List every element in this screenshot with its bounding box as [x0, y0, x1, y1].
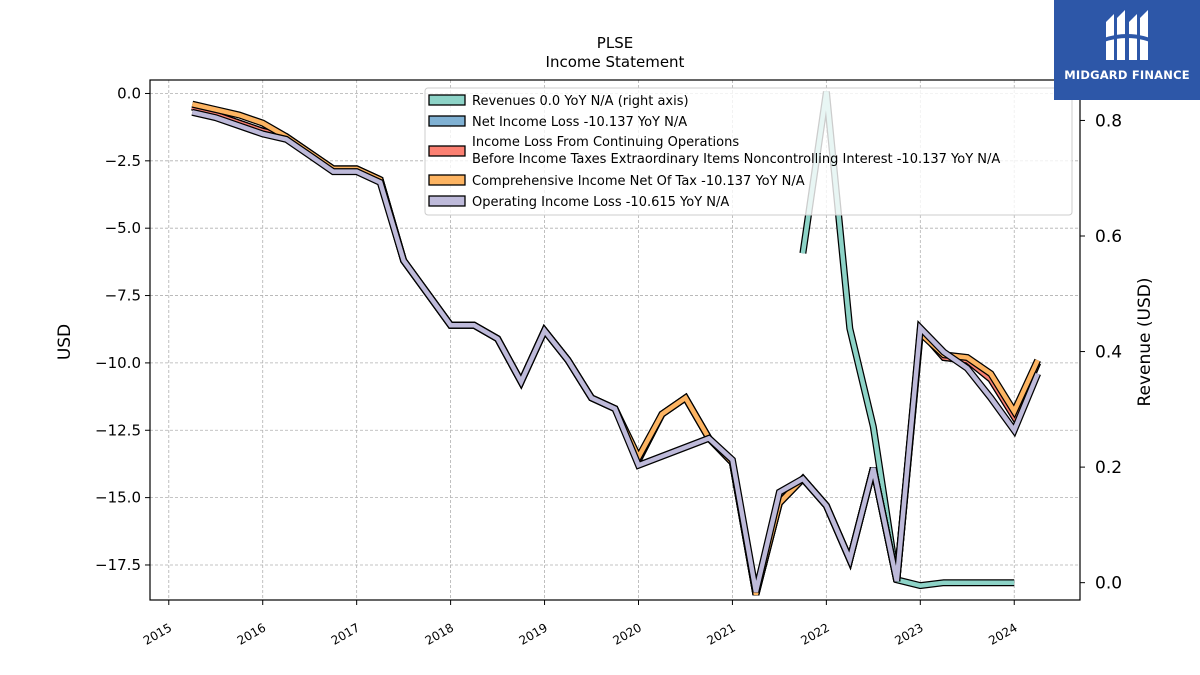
- x-tick-label: 2020: [611, 620, 644, 647]
- legend: Revenues 0.0 YoY N/A (right axis) Net Inc…: [424, 87, 1073, 216]
- y-right-tick-label: 0.4: [1095, 343, 1122, 363]
- legend-label: Before Income Taxes Extraordinary Items …: [472, 152, 1000, 167]
- legend-swatch: [428, 195, 466, 207]
- x-tick-label: 2018: [423, 620, 456, 647]
- legend-swatch: [428, 94, 466, 106]
- y-tick-label: −7.5: [105, 287, 141, 305]
- legend-label: Operating Income Loss -10.615 YoY N/A: [472, 195, 729, 210]
- y-right-tick-label: 0.2: [1095, 458, 1122, 478]
- legend-label: Comprehensive Income Net Of Tax -10.137 …: [472, 174, 805, 189]
- legend-swatch: [428, 115, 466, 127]
- y-axis-label-right: Revenue (USD): [1135, 277, 1155, 406]
- y-tick-label: 0.0: [117, 84, 141, 102]
- legend-box: [424, 87, 1073, 216]
- y-right-tick-label: 0.0: [1095, 574, 1122, 594]
- brand-name: MIDGARD FINANCE: [1064, 68, 1190, 82]
- series-lines: [191, 91, 1041, 596]
- x-tick-label: 2019: [517, 620, 550, 647]
- series-line-4: [191, 108, 1041, 593]
- y-tick-label: −10.0: [95, 354, 141, 372]
- y-right-tick-label: 0.6: [1095, 227, 1122, 247]
- x-tick-label: 2024: [986, 620, 1019, 647]
- series-line-stroke: [191, 110, 1040, 593]
- legend-label: Net Income Loss -10.137 YoY N/A: [472, 115, 687, 130]
- midgard-logo-icon: [1104, 10, 1150, 60]
- y-tick-label: −12.5: [95, 421, 141, 439]
- legend-swatch: [428, 145, 466, 157]
- x-tick-label: 2021: [704, 620, 737, 647]
- x-tick-label: 2015: [141, 620, 174, 647]
- x-tick-label: 2023: [892, 620, 925, 647]
- y-axis-label-left: USD: [55, 324, 75, 360]
- chart-subtitle: Income Statement: [546, 53, 685, 71]
- x-tick-label: 2022: [798, 620, 831, 647]
- x-tick-label: 2017: [329, 620, 362, 647]
- y-tick-label: −2.5: [105, 152, 141, 170]
- y-tick-label: −15.0: [95, 489, 141, 507]
- y-tick-label: −17.5: [95, 556, 141, 574]
- midgard-finance-logo: MIDGARD FINANCE: [1054, 0, 1200, 100]
- legend-label: Revenues 0.0 YoY N/A (right axis): [472, 94, 689, 109]
- legend-swatch: [428, 174, 466, 186]
- y-right-tick-label: 0.8: [1095, 111, 1122, 131]
- chart-title: PLSE: [597, 34, 633, 52]
- legend-label: Income Loss From Continuing Operations: [472, 135, 739, 150]
- y-tick-label: −5.0: [105, 219, 141, 237]
- plot-frame: [149, 79, 1081, 601]
- x-tick-label: 2016: [235, 620, 268, 647]
